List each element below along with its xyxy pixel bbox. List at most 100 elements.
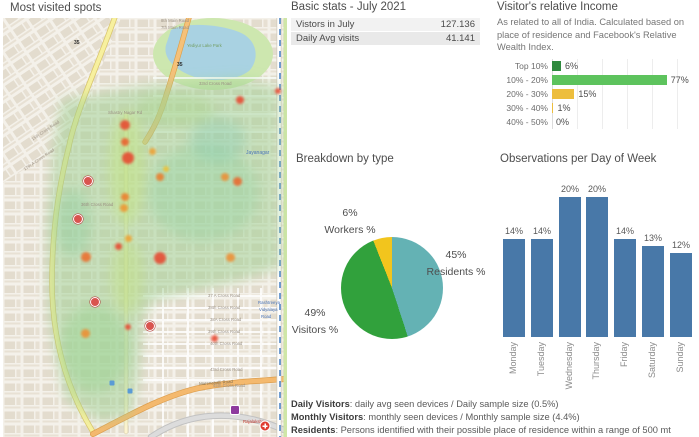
stats-value: 127.136 [440,19,475,30]
heat-spot[interactable] [156,173,164,181]
heat-spot[interactable] [80,328,90,338]
observations-value-label: 13% [643,233,662,243]
income-value-label: 0% [556,117,570,127]
income-category-label: 40% - 50% [506,117,548,127]
observations-bar[interactable] [614,239,636,337]
pie-name: Residents % [426,266,486,278]
pie-value: 45% [445,249,467,261]
stats-label: Vistors in July [296,19,355,30]
income-bar-chart: Top 10% 6% 10% - 20% 77% 20% - 30% 15% 30% - 4… [497,59,699,131]
income-row: 40% - 50% 0% [497,115,699,129]
income-gridline [602,59,603,129]
stats-label: Daily Avg visits [296,33,360,44]
map-road-label: 38A Cross Road [210,317,242,323]
heat-spot[interactable] [124,234,132,242]
observations-bar[interactable] [670,253,692,337]
observations-day-label: Sunday [675,342,685,373]
observations-day-label: Monday [508,342,518,375]
heat-spot[interactable] [225,252,235,262]
observations-bar[interactable] [503,239,525,337]
map-title: Most visited spots [10,2,102,14]
income-category-label: 30% - 40% [506,103,548,113]
map-road-label: 8th Main Road [161,18,189,24]
map-poi-icon[interactable] [109,380,115,386]
heat-spot[interactable] [122,152,134,164]
observations-day-label: Wednesday [564,342,574,390]
observations-day-label: Saturday [647,342,657,379]
income-category-label: 10% - 20% [506,75,548,85]
income-row: 10% - 20% 77% [497,73,699,87]
income-bar[interactable] [552,89,575,99]
footnote-term: Daily Visitors [291,399,350,409]
footnote-text: : Persons identified with their possible… [335,425,671,435]
observations-day-label: Tuesday [536,342,546,377]
income-value-label: 77% [670,75,689,85]
map-road-label: 7th Main Road [161,25,189,31]
heat-spot[interactable] [275,88,281,94]
map-road-label: Road [261,314,272,320]
map-poi-icon[interactable] [127,388,133,394]
map-road-label: 33rd Cross Road [199,81,232,87]
heat-spot[interactable] [163,166,169,172]
heat-spot[interactable] [120,120,130,130]
heat-spot[interactable] [125,324,131,330]
heat-spot[interactable] [221,173,229,181]
income-gridline [677,59,678,129]
observations-bar[interactable] [642,246,664,337]
metro-station-icon[interactable] [259,420,271,432]
observations-value-label: 12% [671,240,690,250]
footnotes: Daily Visitors: daily avg seen devices /… [291,398,699,437]
heat-spot[interactable] [154,252,166,264]
income-bar[interactable] [552,75,667,85]
map-road-label: Vidyalaya [259,307,278,313]
map-road-label: Yediyur Lake Park [187,43,222,49]
map-poi-icon[interactable] [83,176,93,186]
stats-row-visitors[interactable]: Vistors in July 127.136 [291,18,480,31]
heat-spot[interactable] [232,176,242,186]
observations-bar[interactable] [559,197,581,337]
breakdown-pie[interactable] [341,237,443,339]
observations-title: Observations per Day of Week [500,153,657,165]
map-poi-icon[interactable] [90,297,100,307]
observations-bar[interactable] [531,239,553,337]
income-value-label: 6% [564,61,578,71]
heat-spot[interactable] [148,147,156,155]
income-gridline [577,59,578,129]
heat-spot[interactable] [121,138,129,146]
income-value-label: 15% [578,89,597,99]
heat-spot[interactable] [114,242,122,250]
stats-row-daily-avg[interactable]: Daily Avg visits 41.141 [291,32,480,45]
map-poi-icon[interactable] [73,214,83,224]
heat-spot[interactable] [236,96,244,104]
income-title: Visitor's relative Income [497,1,618,13]
heat-spot[interactable] [120,204,128,212]
income-gridline [627,59,628,129]
basic-stats-title: Basic stats - July 2021 [291,1,407,13]
map-road-label: 38th Cross Road [208,305,241,311]
map-road-label: 35 [74,39,80,45]
observations-bar[interactable] [586,197,608,337]
footnote-line: Residents: Persons identified with their… [291,424,699,437]
heat-spot[interactable] [81,252,91,262]
income-bar[interactable] [552,61,561,71]
map-poi-icon[interactable] [145,321,155,331]
metro-station-icon[interactable] [230,405,240,415]
income-category-label: 20% - 30% [506,89,548,99]
map-base-layer [3,18,287,437]
map[interactable]: 8th Main Road 7th Main Road Yediyur Lake P… [3,18,287,437]
pie-name: Workers % [324,224,376,236]
footnote-line: Monthly Visitors: monthly seen devices /… [291,411,699,424]
observations-day-label: Friday [619,342,629,368]
income-bar[interactable] [552,103,554,113]
breakdown-title: Breakdown by type [296,153,394,165]
heat-spot[interactable] [121,193,129,201]
stats-value: 41.141 [445,33,475,44]
map-road-label: 45th Cross Road [213,383,246,389]
pie-slice-label: 6% Workers % [300,205,400,239]
observations-value-label: 14% [615,226,634,236]
map-road-label: Jayanagar [246,149,270,155]
heat-spot[interactable] [210,334,218,342]
map-road-label: Rashtreeya [258,300,280,306]
observations-value-label: 20% [587,184,606,194]
footnote-text: : daily avg seen devices / Daily sample … [349,399,559,409]
